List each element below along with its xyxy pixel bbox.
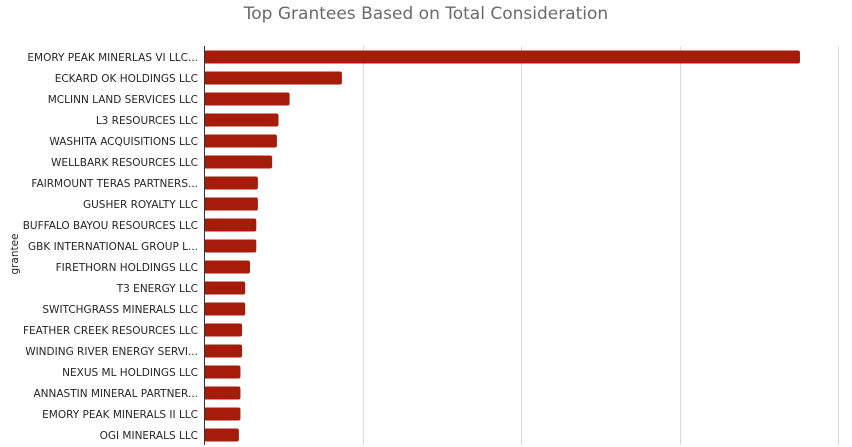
bars-layer [204, 50, 800, 442]
bar-11[interactable] [204, 260, 250, 274]
bar-13[interactable] [204, 302, 246, 316]
bar-18[interactable] [204, 407, 241, 421]
bar-2[interactable] [204, 71, 342, 85]
category-label-9: BUFFALO BAYOU RESOURCES LLC [23, 220, 198, 232]
category-label-18: EMORY PEAK MINERALS II LLC [42, 409, 198, 421]
bar-7[interactable] [204, 176, 258, 190]
category-label-11: FIRETHORN HOLDINGS LLC [56, 262, 198, 274]
grid-layer [363, 46, 839, 445]
category-label-10: GBK INTERNATIONAL GROUP L... [28, 241, 198, 253]
category-label-16: NEXUS ML HOLDINGS LLC [62, 367, 198, 379]
category-label-6: WELLBARK RESOURCES LLC [51, 157, 198, 169]
bar-19[interactable] [204, 428, 239, 442]
bar-6[interactable] [204, 155, 273, 169]
category-labels: EMORY PEAK MINERLAS VI LLC... ECKARD OK H… [23, 52, 198, 442]
bar-16[interactable] [204, 365, 241, 379]
category-label-19: OGI MINERALS LLC [100, 430, 198, 442]
bar-5[interactable] [204, 134, 277, 148]
bar-14[interactable] [204, 323, 243, 337]
bar-10[interactable] [204, 239, 257, 253]
bar-17[interactable] [204, 386, 241, 400]
category-label-14: FEATHER CREEK RESOURCES LLC [23, 325, 198, 337]
category-label-2: ECKARD OK HOLDINGS LLC [55, 73, 198, 85]
bar-12[interactable] [204, 281, 246, 295]
bar-4[interactable] [204, 113, 279, 127]
bar-8[interactable] [204, 197, 258, 211]
y-axis-title: grantee [9, 233, 21, 274]
category-label-8: GUSHER ROYALTY LLC [83, 199, 198, 211]
category-label-5: WASHITA ACQUISITIONS LLC [49, 136, 198, 148]
category-label-13: SWITCHGRASS MINERALS LLC [42, 304, 198, 316]
category-label-17: ANNASTIN MINERAL PARTNER... [33, 388, 198, 400]
category-label-3: MCLINN LAND SERVICES LLC [48, 94, 198, 106]
bar-3[interactable] [204, 92, 290, 106]
category-label-7: FAIRMOUNT TERAS PARTNERS... [31, 178, 198, 190]
bar-1[interactable] [204, 50, 800, 64]
category-label-12: T3 ENERGY LLC [116, 283, 198, 295]
category-label-4: L3 RESOURCES LLC [96, 115, 198, 127]
bar-15[interactable] [204, 344, 243, 358]
bar-9[interactable] [204, 218, 257, 232]
category-label-1: EMORY PEAK MINERLAS VI LLC... [27, 52, 198, 64]
category-label-15: WINDING RIVER ENERGY SERVI... [25, 346, 198, 358]
chart-title: Top Grantees Based on Total Consideratio… [243, 4, 609, 24]
